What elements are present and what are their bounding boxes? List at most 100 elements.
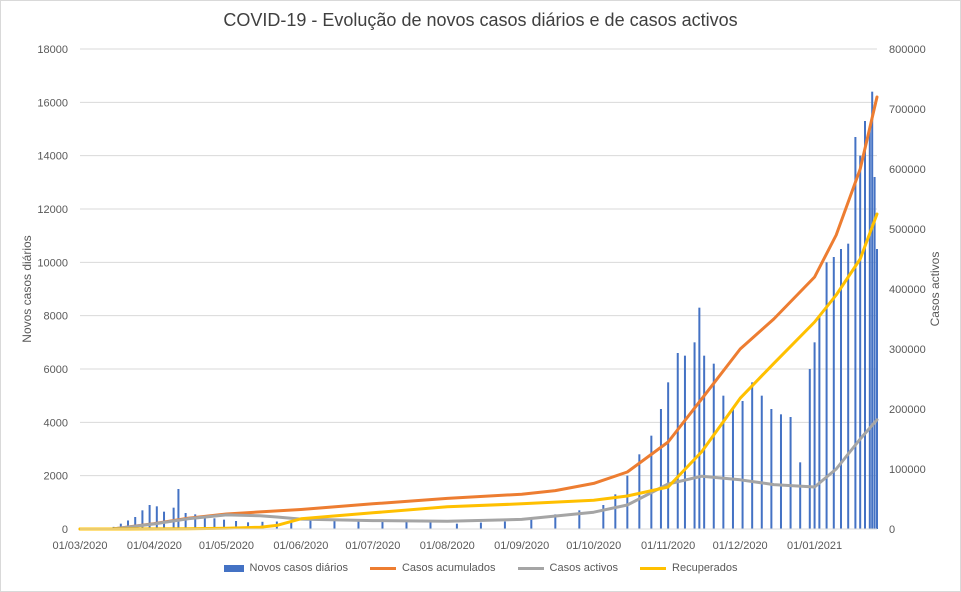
daily-cases-bar xyxy=(839,249,842,529)
daily-cases-bar xyxy=(223,519,226,529)
daily-cases-bar xyxy=(141,510,144,529)
x-tick-label: 01/12/2020 xyxy=(713,540,768,552)
daily-cases-bar xyxy=(854,137,857,529)
daily-cases-bar xyxy=(779,414,782,529)
left-tick-label: 4000 xyxy=(44,417,68,429)
daily-cases-bar xyxy=(847,243,850,529)
daily-cases-bar xyxy=(760,395,763,529)
x-tick-label: 01/09/2020 xyxy=(494,540,549,552)
daily-cases-bar xyxy=(455,523,458,529)
legend-swatch-bar xyxy=(223,564,244,572)
daily-cases-bar xyxy=(357,519,360,529)
daily-cases-bar xyxy=(808,369,811,529)
right-tick-label: 600000 xyxy=(889,164,926,176)
daily-cases-bar xyxy=(148,505,151,529)
daily-cases-bar xyxy=(751,382,754,529)
right-tick-label: 800000 xyxy=(889,44,926,56)
daily-cases-bar xyxy=(667,382,670,529)
daily-cases-bar xyxy=(683,355,686,529)
left-tick-label: 14000 xyxy=(37,151,68,163)
right-tick-label: 200000 xyxy=(889,404,926,416)
left-tick-label: 6000 xyxy=(44,364,68,376)
daily-cases-bar xyxy=(799,462,802,529)
right-tick-label: 300000 xyxy=(889,344,926,356)
left-tick-label: 0 xyxy=(62,524,68,536)
daily-cases-bar xyxy=(626,475,629,529)
daily-cases-bar xyxy=(614,494,617,529)
right-tick-label: 100000 xyxy=(889,464,926,476)
daily-cases-bar xyxy=(530,518,533,529)
daily-cases-bar xyxy=(127,520,130,529)
daily-cases-bar xyxy=(290,521,293,529)
left-tick-label: 18000 xyxy=(37,44,68,56)
daily-cases-bar xyxy=(194,514,197,529)
daily-cases-bar xyxy=(789,417,792,529)
legend-item-active: Casos activos xyxy=(517,562,618,574)
daily-cases-bar xyxy=(261,521,264,529)
right-tick-label: 500000 xyxy=(889,224,926,236)
daily-cases-bar xyxy=(429,522,432,529)
left-tick-label: 10000 xyxy=(37,257,68,269)
daily-cases-bar xyxy=(659,409,662,529)
daily-cases-bar xyxy=(712,363,715,529)
right-tick-label: 0 xyxy=(889,524,895,536)
legend-swatch-line xyxy=(640,566,667,570)
left-tick-label: 8000 xyxy=(44,311,68,323)
right-tick-label: 700000 xyxy=(889,104,926,116)
daily-cases-bar xyxy=(770,409,773,529)
daily-cases-bar xyxy=(213,518,216,529)
daily-cases-bar xyxy=(163,511,166,529)
x-tick-label: 01/07/2020 xyxy=(345,540,400,552)
daily-cases-bar xyxy=(859,155,862,529)
x-tick-label: 01/03/2020 xyxy=(52,540,107,552)
daily-cases-bar xyxy=(578,510,581,529)
daily-cases-bar xyxy=(693,342,696,529)
daily-cases-bar xyxy=(381,519,384,529)
daily-cases-bar xyxy=(731,409,734,529)
daily-cases-bar xyxy=(818,315,821,529)
daily-cases-bar xyxy=(676,353,679,529)
x-tick-label: 01/04/2020 xyxy=(127,540,182,552)
daily-cases-bar xyxy=(184,513,187,529)
daily-cases-bar xyxy=(638,454,641,529)
chart-title: COVID-19 - Evolução de novos casos diári… xyxy=(223,10,738,30)
legend-label: Recuperados xyxy=(672,562,738,574)
legend: Novos casos diários Casos acumulados Cas… xyxy=(0,562,961,574)
daily-cases-bar xyxy=(134,517,137,529)
legend-item-accumulated: Casos acumulados xyxy=(369,562,496,574)
daily-cases-bar xyxy=(602,505,605,529)
left-tick-label: 16000 xyxy=(37,97,68,109)
active-cases-line xyxy=(78,418,879,531)
left-tick-label: 2000 xyxy=(44,471,68,483)
daily-cases-bar xyxy=(698,307,701,529)
daily-cases-bar xyxy=(871,91,874,530)
daily-cases-bar xyxy=(479,522,482,529)
daily-cases-bar xyxy=(650,435,653,529)
left-tick-label: 12000 xyxy=(37,204,68,216)
right-tick-label: 400000 xyxy=(889,284,926,296)
daily-cases-bar xyxy=(235,521,238,529)
daily-cases-bar xyxy=(405,520,408,529)
legend-label: Novos casos diários xyxy=(249,562,348,574)
daily-cases-bar xyxy=(309,520,312,529)
daily-cases-bar xyxy=(813,342,816,529)
daily-cases-bar xyxy=(863,121,866,529)
daily-cases-bar xyxy=(503,521,506,529)
daily-cases-bar xyxy=(203,515,206,529)
daily-cases-bar xyxy=(177,489,180,529)
daily-cases-bar xyxy=(825,262,828,529)
accumulated-cases-line xyxy=(78,95,879,531)
daily-cases-bar xyxy=(722,395,725,529)
daily-cases-bar xyxy=(554,514,557,529)
daily-cases-bar xyxy=(873,177,876,529)
legend-item-recovered: Recuperados xyxy=(640,562,737,574)
daily-cases-bar xyxy=(832,257,835,529)
legend-swatch-line xyxy=(369,566,396,570)
x-tick-label: 01/01/2021 xyxy=(787,540,842,552)
daily-cases-bar xyxy=(333,519,336,529)
x-tick-label: 01/06/2020 xyxy=(273,540,328,552)
x-tick-label: 01/08/2020 xyxy=(420,540,475,552)
daily-cases-bar xyxy=(172,507,175,529)
